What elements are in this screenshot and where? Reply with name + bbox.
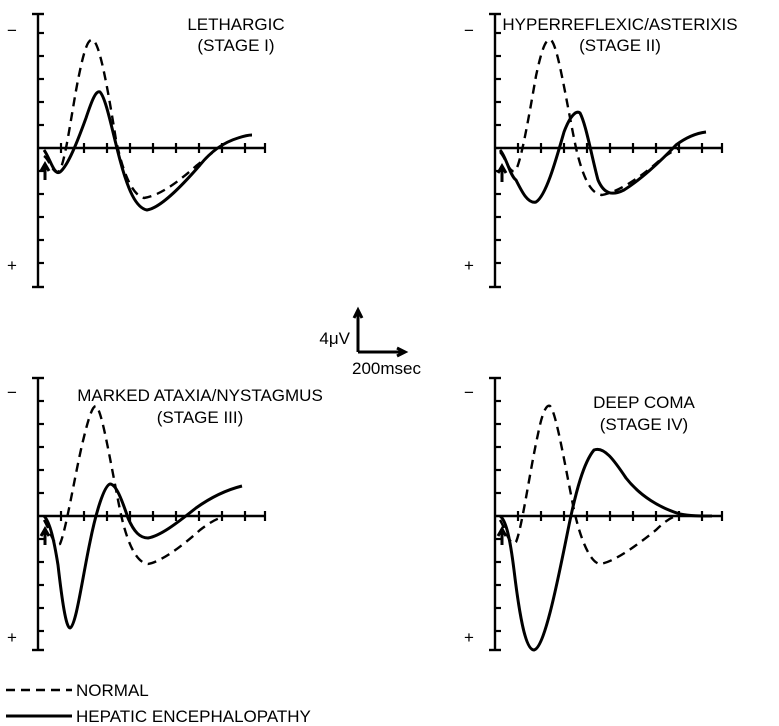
normal-waveform [42,404,221,566]
panel-stage-4: − + DEEP COMA (STAGE IV) [464,376,724,652]
stimulus-arrow [496,162,508,182]
normal-waveform [498,404,677,566]
x-ticks [516,511,724,521]
x-ticks [59,511,267,521]
scale-bar: 4μV 200msec [319,306,421,378]
hepatic-waveform [498,110,707,204]
minus-sign: − [464,383,474,402]
legend-normal-label: NORMAL [76,681,149,700]
panel-title: LETHARGIC [187,15,284,34]
stimulus-arrow [39,525,51,545]
x-ticks [516,143,724,153]
y-ticks [495,399,501,633]
time-label: 200msec [352,359,421,378]
minus-sign: − [464,21,474,40]
plus-sign: + [464,628,474,647]
panel-subtitle: (STAGE IV) [600,415,688,434]
x-ticks [59,143,267,153]
plus-sign: + [7,256,17,275]
minus-sign: − [7,21,17,40]
scale-bar-horizontal [358,346,409,358]
y-ticks [38,31,44,265]
panel-stage-1: − + LETHARGIC (STAGE I) [7,12,285,289]
hepatic-waveform [42,482,243,630]
panel-title: DEEP COMA [593,393,695,412]
hepatic-waveform [498,447,713,652]
panel-title: MARKED ATAXIA/NYSTAGMUS [77,386,323,405]
scale-bar-vertical [352,306,364,352]
minus-sign: − [7,383,17,402]
normal-waveform [499,38,681,197]
panel-subtitle: (STAGE III) [157,408,244,427]
panel-subtitle: (STAGE II) [579,36,661,55]
panel-title: HYPERREFLEXIC/ASTERIXIS [502,15,737,34]
stimulus-arrow [496,525,508,545]
legend: NORMAL HEPATIC ENCEPHALOPATHY [6,681,311,726]
panel-stage-3: − + MARKED ATAXIA/NYSTAGMUS (STAGE III) [7,376,323,652]
hepatic-waveform [42,90,253,212]
legend-hepatic-label: HEPATIC ENCEPHALOPATHY [76,707,311,726]
y-ticks [38,399,44,633]
stimulus-arrow [39,160,51,180]
plus-sign: + [464,256,474,275]
panel-subtitle: (STAGE I) [197,36,274,55]
plus-sign: + [7,628,17,647]
amplitude-label: 4μV [319,329,350,348]
normal-waveform [43,38,217,200]
panel-stage-2: − + HYPERREFLEXIC/ASTERIXIS (STAGE II) [464,12,738,289]
